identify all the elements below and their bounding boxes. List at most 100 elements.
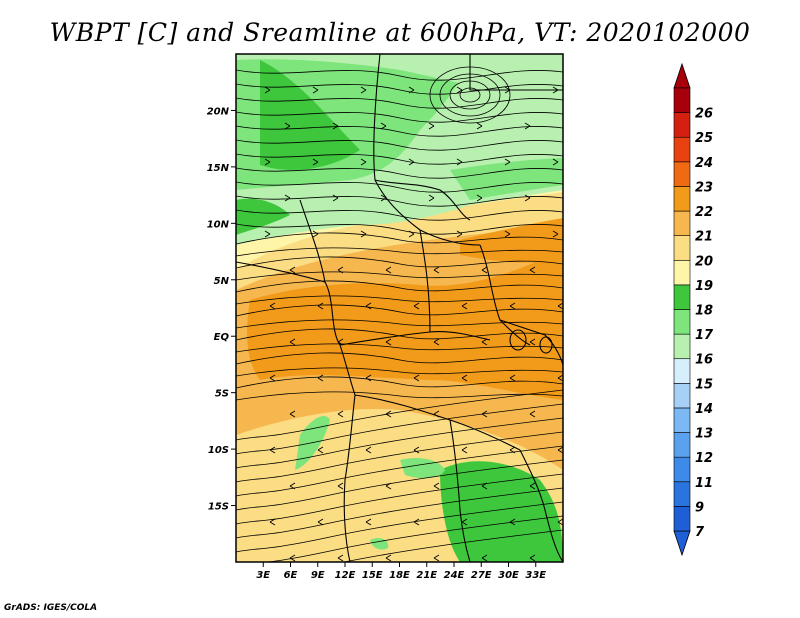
colorbar-swatch	[673, 481, 691, 507]
streamline	[236, 376, 563, 389]
streamline-arrow	[332, 122, 339, 130]
border-line	[354, 394, 521, 451]
streamline-arrow	[461, 374, 468, 382]
streamline-arrow	[461, 518, 468, 526]
streamline	[236, 473, 563, 525]
streamline-arrow	[433, 482, 440, 490]
streamline-arrow	[552, 158, 559, 166]
streamline	[236, 181, 563, 193]
streamline-arrow	[317, 374, 324, 382]
streamline-arrow	[529, 554, 536, 562]
colorbar-label: 11	[695, 476, 713, 491]
colorbar-label: 13	[695, 427, 713, 442]
border-line	[519, 449, 563, 562]
streamline-arrow	[529, 410, 536, 418]
streamline-arrow	[504, 158, 511, 166]
streamline-arrow	[289, 554, 296, 562]
streamline-arrow	[317, 302, 324, 310]
streamline-arrow	[481, 266, 488, 274]
streamline-arrow	[578, 267, 583, 273]
streamline-arrow	[269, 374, 276, 382]
streamline-arrow	[312, 158, 319, 166]
streamline-arrow	[461, 302, 468, 310]
streamline-arrow	[317, 518, 324, 526]
streamline-arrow	[385, 338, 392, 346]
streamline-arrow	[557, 446, 563, 454]
streamline-arrow	[332, 194, 339, 202]
streamline	[236, 209, 563, 221]
streamline	[236, 459, 563, 511]
lon-tick-label: 24E	[444, 570, 465, 581]
streamline-arrow	[380, 194, 387, 202]
streamline	[236, 247, 563, 257]
streamline-arrow	[476, 122, 483, 130]
streamline-arrow	[456, 230, 463, 238]
streamline-arrow	[289, 410, 296, 418]
streamline-arrow	[385, 266, 392, 274]
streamline-arrow	[573, 123, 578, 129]
border-line	[299, 199, 326, 283]
streamline-arrow	[481, 554, 488, 562]
colorbar-swatch	[673, 407, 691, 433]
streamline	[236, 69, 563, 81]
streamline	[264, 515, 563, 562]
streamline-arrow	[408, 86, 415, 94]
streamline	[236, 153, 563, 165]
colorbar-swatch	[673, 186, 691, 212]
streamline	[429, 66, 511, 124]
colorbar-label: 20	[695, 254, 713, 269]
colorbar-label: 22	[695, 205, 713, 220]
streamline-arrow	[289, 482, 296, 490]
streamline	[236, 389, 563, 441]
streamline-arrow	[509, 374, 516, 382]
border-line	[373, 54, 481, 246]
streamline-arrow	[289, 338, 296, 346]
streamline	[236, 304, 563, 317]
streamline-arrow	[573, 195, 578, 201]
streamline-arrow	[413, 374, 420, 382]
streamline	[236, 167, 563, 179]
colorbar-label: 25	[695, 131, 713, 146]
border-line	[449, 419, 471, 562]
temperature-region	[236, 54, 563, 100]
lat-tick-label: 10S	[208, 445, 229, 456]
streamline-arrow	[524, 122, 531, 130]
colorbar-label: 24	[695, 156, 713, 171]
streamline	[459, 87, 481, 103]
streamline	[236, 139, 563, 151]
colorbar-swatch	[673, 112, 691, 138]
streamline	[236, 487, 563, 539]
temperature-region	[440, 461, 563, 562]
colorbar-label: 18	[695, 304, 713, 319]
streamline	[236, 83, 563, 95]
lat-tick-label: 5N	[214, 276, 230, 287]
colorbar-swatch	[673, 432, 691, 458]
streamline-arrow	[385, 410, 392, 418]
colorbar-swatch	[673, 333, 691, 360]
streamline-arrow	[578, 555, 583, 561]
streamline	[236, 256, 563, 269]
lon-tick-label: 3E	[256, 570, 270, 581]
streamline-arrow	[337, 554, 344, 562]
lon-tick-label: 9E	[311, 570, 325, 581]
streamline	[236, 403, 563, 455]
colorbar-label: 21	[695, 230, 713, 245]
colorbar-label: 26	[695, 107, 713, 122]
streamline-arrow	[481, 482, 488, 490]
colorbar-swatch	[673, 309, 691, 335]
streamline-arrow	[413, 518, 420, 526]
streamline-arrow	[284, 194, 291, 202]
lon-tick-label: 33E	[525, 570, 546, 581]
colorbar-label: 7	[695, 525, 705, 540]
streamline-arrow	[504, 230, 511, 238]
colorbar-label: 16	[695, 353, 713, 368]
streamline-arrow	[578, 411, 583, 417]
streamline-arrow	[284, 122, 291, 130]
streamline-arrow	[529, 338, 536, 346]
streamline-arrow	[476, 194, 483, 202]
border-line	[499, 319, 563, 366]
streamline-arrow	[433, 554, 440, 562]
border-line	[339, 331, 491, 346]
colorbar-swatch	[673, 284, 691, 310]
lat-tick-label: 10N	[207, 219, 230, 230]
